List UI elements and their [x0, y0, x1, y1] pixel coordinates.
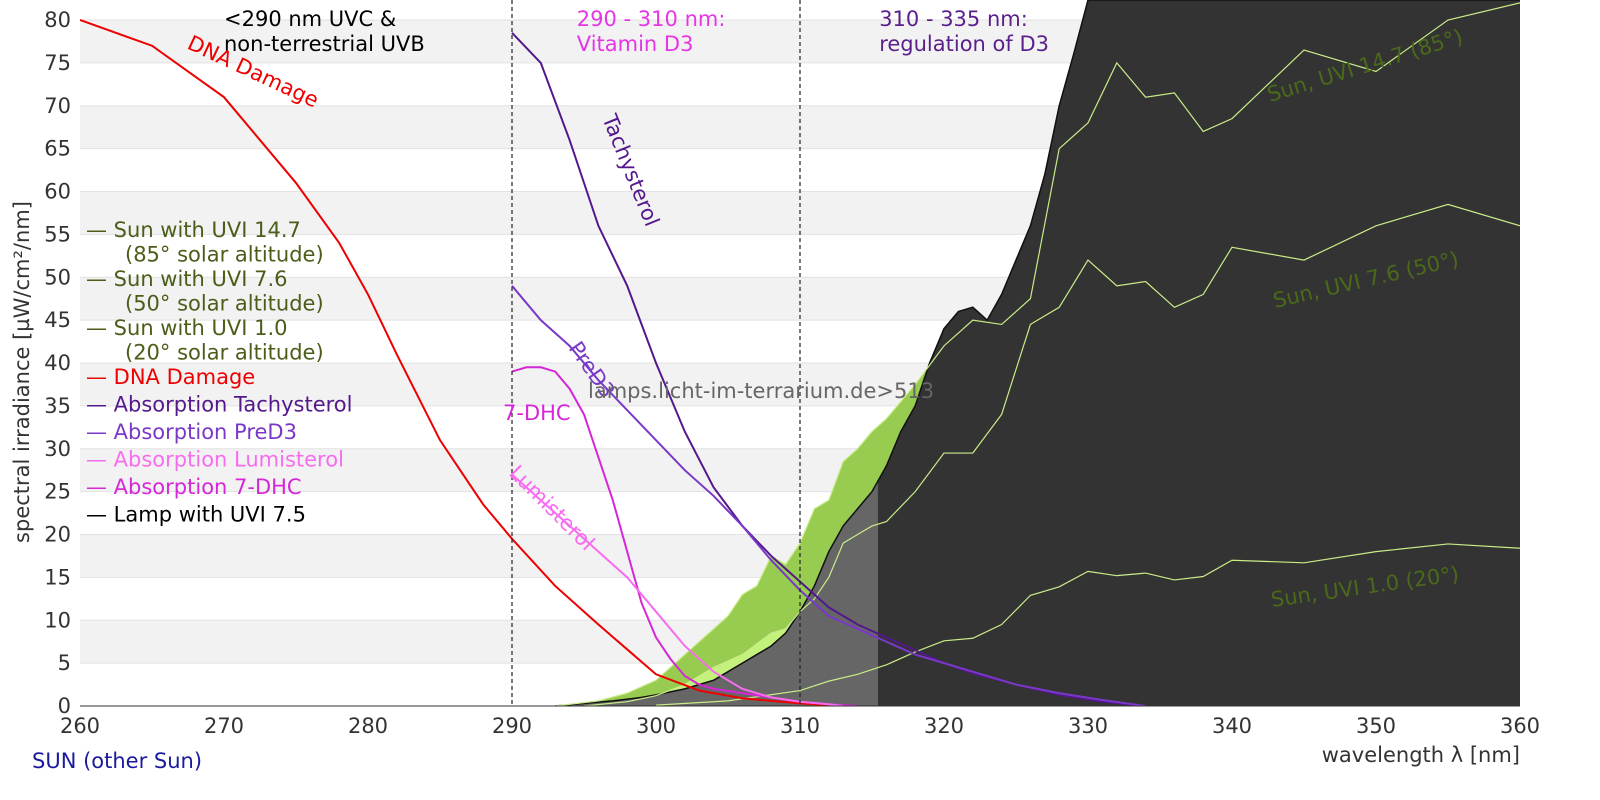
line-lamp [555, 0, 1520, 706]
x-tick-label: 340 [1212, 714, 1252, 738]
band-label-1: Vitamin D3 [577, 32, 694, 56]
axes: 260 270 280 290 300 310 320 330 340 350 360 0 5 10 15 2… [10, 8, 1540, 767]
line-sun-0 [555, 2, 1520, 706]
legend-entry: — Sun with UVI 7.6 [86, 267, 288, 291]
legend-entry: — Lamp with UVI 7.5 [86, 503, 306, 527]
footer-label: SUN (other Sun) [32, 749, 202, 773]
x-tick-label: 260 [60, 714, 100, 738]
legend-entry: — DNA Damage [86, 365, 255, 389]
y-tick-label: 0 [58, 694, 71, 718]
band-label-0: non-terrestrial UVB [224, 32, 425, 56]
y-tick-label: 50 [44, 265, 71, 289]
band-label-2: regulation of D3 [879, 32, 1049, 56]
region-divider-lines [511, 0, 801, 706]
band-label-2: 310 - 335 nm: [879, 7, 1028, 31]
legend-entry: (85° solar altitude) [125, 243, 324, 267]
y-tick-label: 65 [44, 137, 71, 161]
x-tick-label: 280 [348, 714, 388, 738]
x-tick-label: 300 [636, 714, 676, 738]
y-tick-label: 45 [44, 308, 71, 332]
y-tick-label: 35 [44, 394, 71, 418]
legend-entry: — Absorption Lumisterol [86, 448, 344, 472]
y-tick-label: 20 [44, 523, 71, 547]
legend-entry: (20° solar altitude) [125, 341, 324, 365]
band-label-0: <290 nm UVC & [224, 7, 396, 31]
legend-entry: (50° solar altitude) [125, 292, 324, 316]
area-lamp-light [555, 481, 878, 706]
x-tick-label: 330 [1068, 714, 1108, 738]
y-axis-label: spectral irradiance [µW/cm²/nm] [10, 201, 34, 543]
watermark: lamps.licht-im-terrarium.de>513 [588, 379, 934, 403]
y-tick-label: 55 [44, 222, 71, 246]
legend: — Sun with UVI 14.7(85° solar altitude)—… [86, 218, 352, 527]
x-tick-label: 320 [924, 714, 964, 738]
curve-dna-damage [80, 19, 844, 706]
y-tick-label: 10 [44, 608, 71, 632]
x-tick-label: 290 [492, 714, 532, 738]
y-tick-label: 5 [58, 651, 71, 675]
y-tick-label: 80 [44, 8, 71, 32]
line-sun-1 [583, 203, 1520, 706]
y-tick-label: 75 [44, 51, 71, 75]
legend-entry: — Sun with UVI 1.0 [86, 316, 288, 340]
legend-entry: — Absorption 7-DHC [86, 475, 302, 499]
x-axis-label: wavelength λ [nm] [1322, 743, 1520, 767]
y-tick-label: 60 [44, 180, 71, 204]
legend-entry: — Absorption Tachysterol [86, 393, 352, 417]
curve-label: 7-DHC [503, 401, 571, 425]
legend-entry: — Absorption PreD3 [86, 420, 297, 444]
x-tick-label: 270 [204, 714, 244, 738]
y-tick-label: 30 [44, 437, 71, 461]
x-tick-label: 350 [1356, 714, 1396, 738]
x-tick-label: 360 [1500, 714, 1540, 738]
y-tick-label: 25 [44, 480, 71, 504]
line-sun-2 [655, 543, 1520, 706]
x-tick-label: 310 [780, 714, 820, 738]
area-lamp-dark [877, 0, 1520, 706]
y-tick-label: 15 [44, 565, 71, 589]
area-layer [555, 0, 1520, 706]
legend-entry: — Sun with UVI 14.7 [86, 218, 301, 242]
y-tick-label: 70 [44, 94, 71, 118]
band-label-1: 290 - 310 nm: [577, 7, 726, 31]
y-tick-label: 40 [44, 351, 71, 375]
